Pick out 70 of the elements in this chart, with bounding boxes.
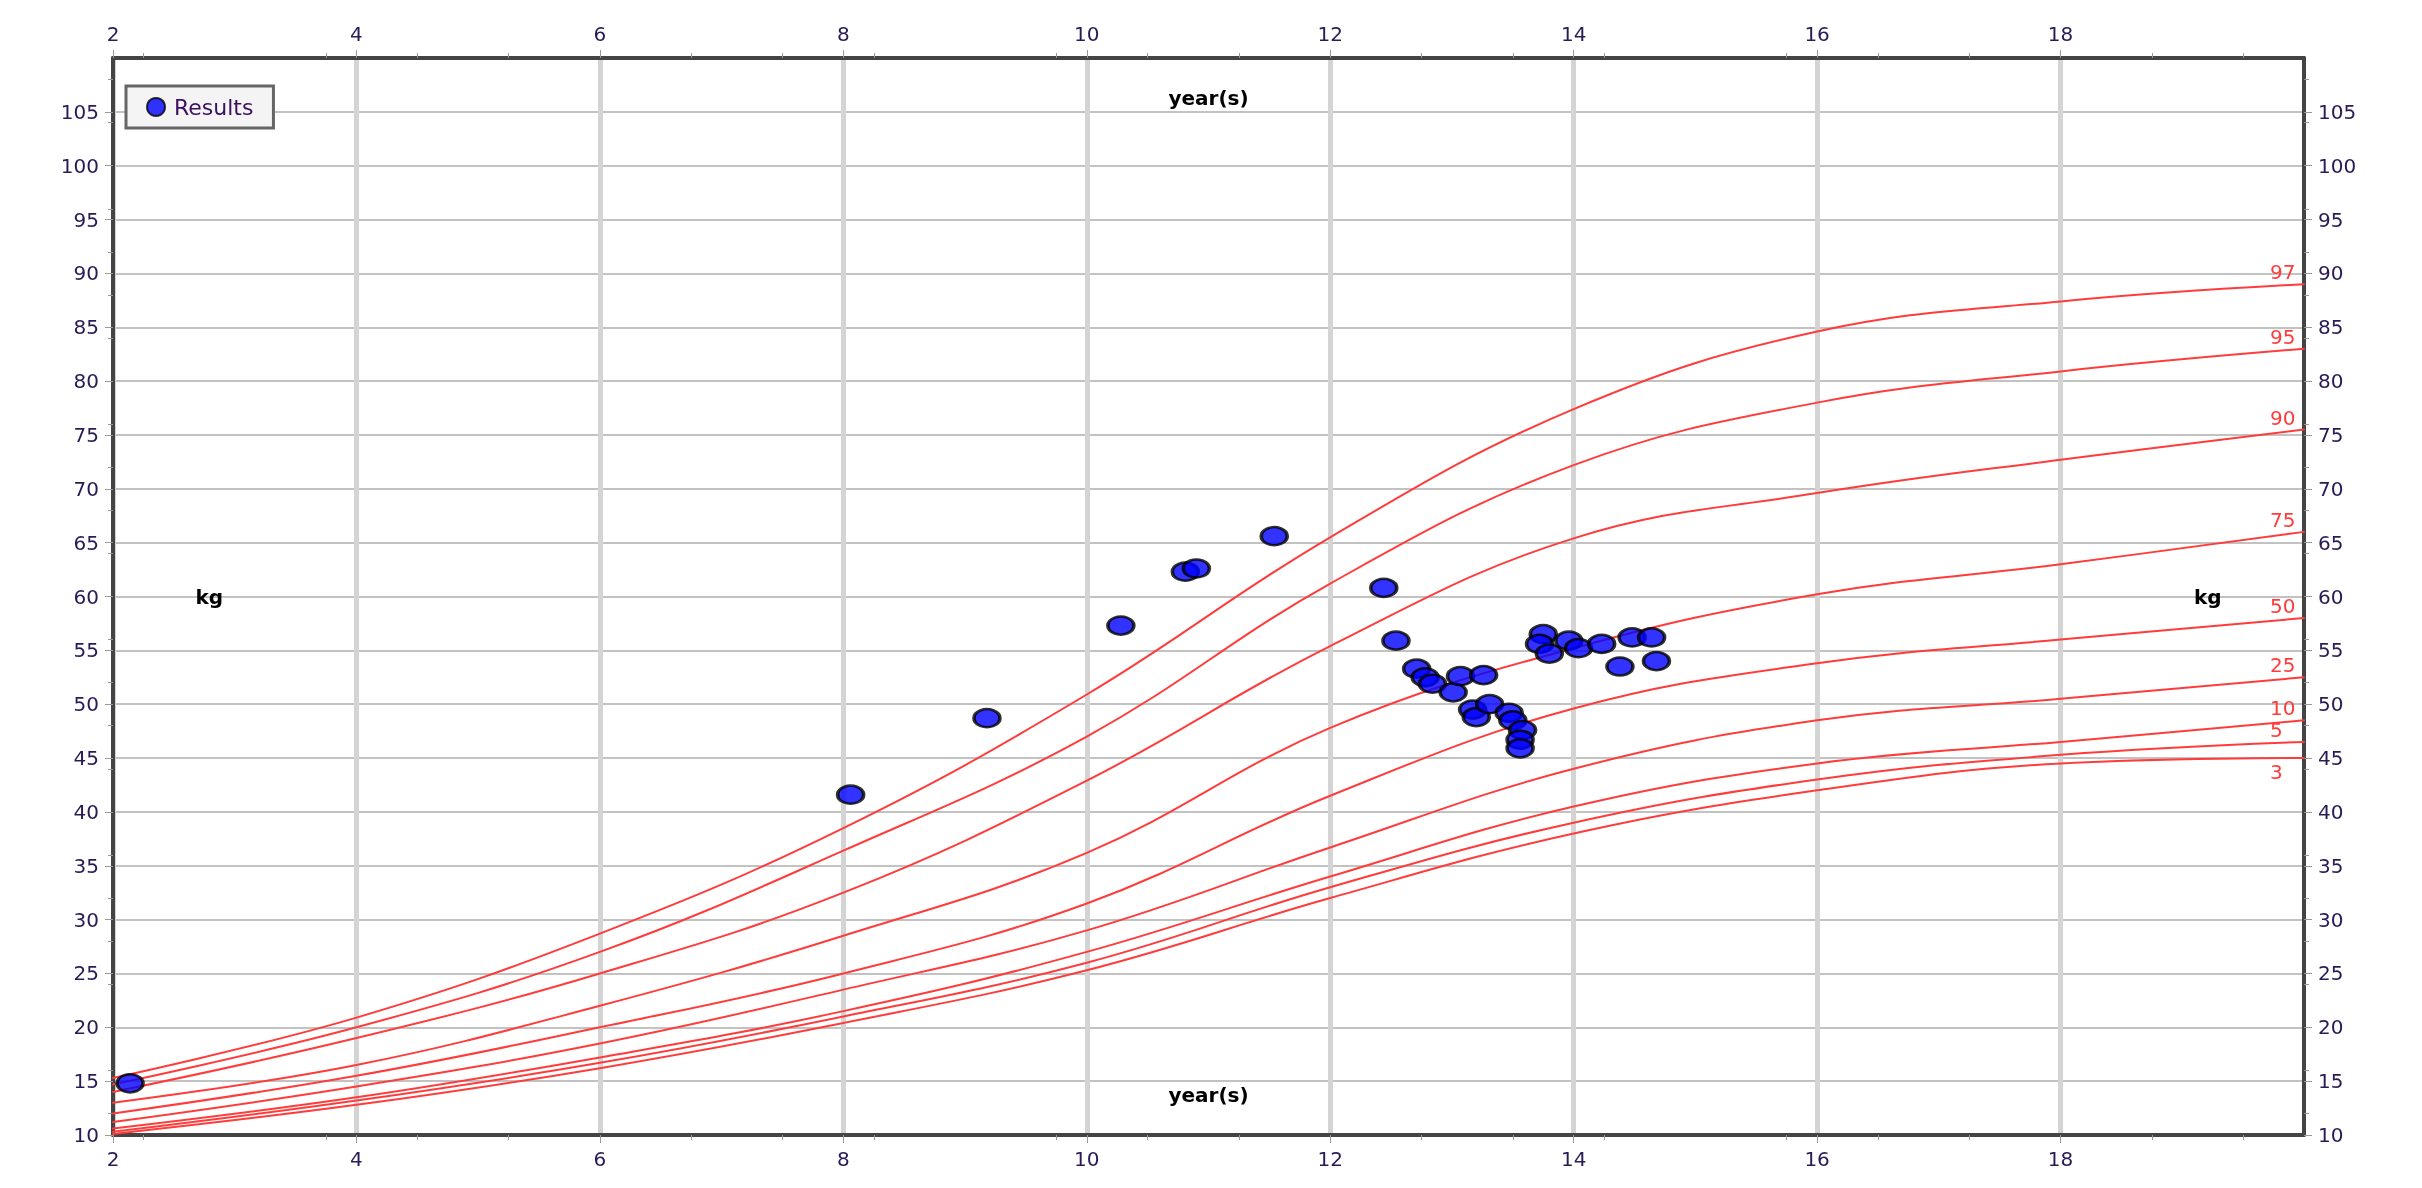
- y-tick-label: 10: [73, 1123, 99, 1147]
- y-tick-label: 75: [73, 422, 99, 447]
- y-tick-label: 20: [73, 1015, 99, 1040]
- x2-tick-label: 6: [593, 22, 607, 46]
- series-label: 75: [2270, 507, 2296, 532]
- x-tick-label: 6: [593, 1147, 607, 1171]
- y-tick-label: 55: [73, 638, 99, 663]
- y2-tick-label: 50: [2318, 692, 2344, 717]
- y-tick-label: 15: [73, 1069, 99, 1094]
- y-tick-label: 45: [73, 746, 99, 771]
- series-label: 97: [2270, 260, 2296, 285]
- y2-tick-label: 55: [2318, 638, 2344, 663]
- y2-tick-label: 40: [2318, 799, 2344, 824]
- y-tick-label: 35: [73, 853, 99, 878]
- y2-tick-label: 45: [2318, 746, 2344, 771]
- series-label: 3: [2270, 760, 2283, 785]
- y2-tick-label: 95: [2318, 207, 2344, 232]
- x-tick-label: 8: [836, 1147, 850, 1171]
- x-tick-label: 14: [1560, 1147, 1587, 1171]
- y2-tick-label: 20: [2318, 1015, 2344, 1040]
- x-tick-label: 16: [1804, 1147, 1830, 1171]
- x2-tick-label: 12: [1317, 22, 1343, 46]
- y-axis-title: kg: [195, 584, 223, 609]
- y-tick-label: 105: [60, 99, 99, 124]
- y-tick-label: 65: [73, 530, 99, 555]
- series-label: 50: [2270, 594, 2296, 619]
- y-tick-label: 25: [73, 961, 99, 986]
- y2-tick-label: 35: [2318, 853, 2344, 878]
- y2-axis-title: kg: [2194, 584, 2222, 609]
- x-axis-title: year(s): [1168, 1083, 1249, 1107]
- x2-tick-label: 2: [106, 22, 120, 46]
- y-tick-label: 50: [73, 692, 99, 717]
- x2-axis-title: year(s): [1168, 86, 1249, 110]
- y2-tick-label: 60: [2318, 584, 2344, 609]
- y-tick-label: 80: [73, 369, 99, 394]
- x2-tick-label: 10: [1074, 22, 1100, 46]
- x-tick-label: 12: [1317, 1147, 1343, 1171]
- y-tick-label: 70: [73, 476, 99, 501]
- x2-tick-label: 14: [1560, 22, 1587, 46]
- y2-tick-label: 30: [2318, 907, 2344, 932]
- y-tick-label: 60: [73, 584, 99, 609]
- y2-tick-label: 65: [2318, 530, 2344, 555]
- series-label: 95: [2270, 324, 2296, 349]
- y-tick-label: 85: [73, 315, 99, 340]
- y-tick-label: 95: [73, 207, 99, 232]
- x-tick-label: 10: [1074, 1147, 1100, 1171]
- y2-tick-label: 80: [2318, 369, 2344, 394]
- y-tick-label: 100: [60, 153, 99, 178]
- x-tick-label: 18: [2047, 1147, 2074, 1171]
- y2-tick-label: 25: [2318, 961, 2344, 986]
- y-tick-label: 40: [73, 799, 99, 824]
- y2-tick-label: 75: [2318, 422, 2344, 447]
- series-label: 25: [2270, 653, 2296, 678]
- y-tick-label: 30: [73, 907, 99, 932]
- y2-tick-label: 85: [2318, 315, 2344, 340]
- y2-tick-label: 100: [2318, 153, 2357, 178]
- y2-tick-label: 90: [2318, 261, 2344, 286]
- x2-tick-label: 18: [2047, 22, 2074, 46]
- y2-tick-label: 15: [2318, 1069, 2344, 1094]
- x2-tick-label: 4: [350, 22, 363, 46]
- y2-tick-label: 105: [2318, 99, 2357, 124]
- x-tick-label: 4: [350, 1147, 363, 1171]
- series-label: 90: [2270, 405, 2296, 430]
- x2-tick-label: 16: [1804, 22, 1830, 46]
- y2-tick-label: 10: [2318, 1123, 2344, 1147]
- x-tick-label: 2: [106, 1147, 120, 1171]
- x2-tick-label: 8: [836, 22, 850, 46]
- y2-tick-label: 70: [2318, 476, 2344, 501]
- legend-label: Results: [174, 94, 254, 120]
- y-tick-label: 90: [73, 261, 99, 286]
